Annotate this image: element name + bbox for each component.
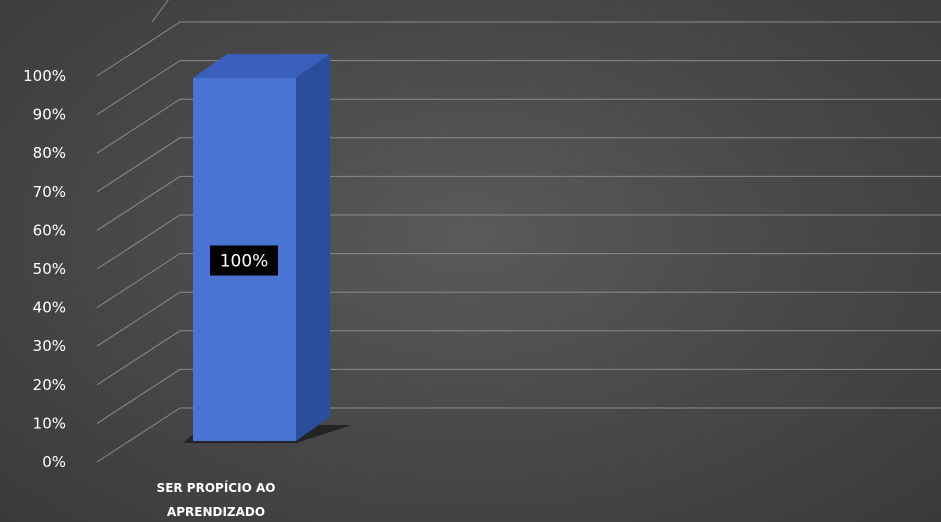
y-axis-tick-labels: 0% 10% 20% 30% 40% 50% 60% 70% 80% 90% 100% [23,67,66,471]
bars: 100% [183,54,352,443]
gridline [96,407,941,463]
category-label: SER PROPÍCIO AO APRENDIZADO [157,480,276,519]
gridlines [96,0,941,463]
x-axis-category-labels: SER PROPÍCIO AO APRENDIZADO [157,480,276,519]
y-tick-label: 100% [23,67,66,85]
data-label-box [210,245,278,276]
y-tick-label: 40% [33,299,66,317]
y-tick-label: 20% [33,376,66,394]
gridline [96,21,941,77]
gridline [96,253,941,309]
gridline [96,175,941,231]
y-tick-label: 70% [33,183,66,201]
gridline [96,291,941,347]
y-tick-label: 80% [33,144,66,162]
gridline [151,0,169,23]
gridline [96,214,941,270]
data-label: 100% [220,252,269,272]
gridline [96,368,941,424]
y-tick-label: 90% [33,106,66,124]
bar-top [193,54,330,78]
y-tick-label: 60% [33,221,66,239]
gridline [96,330,941,386]
y-tick-label: 30% [33,337,66,355]
gridline [96,137,941,193]
y-tick-label: 50% [33,260,66,278]
y-tick-label: 0% [42,453,66,471]
gridline [96,98,941,154]
bar-side [296,54,330,441]
y-tick-label: 10% [33,414,66,432]
gridline [96,60,941,116]
